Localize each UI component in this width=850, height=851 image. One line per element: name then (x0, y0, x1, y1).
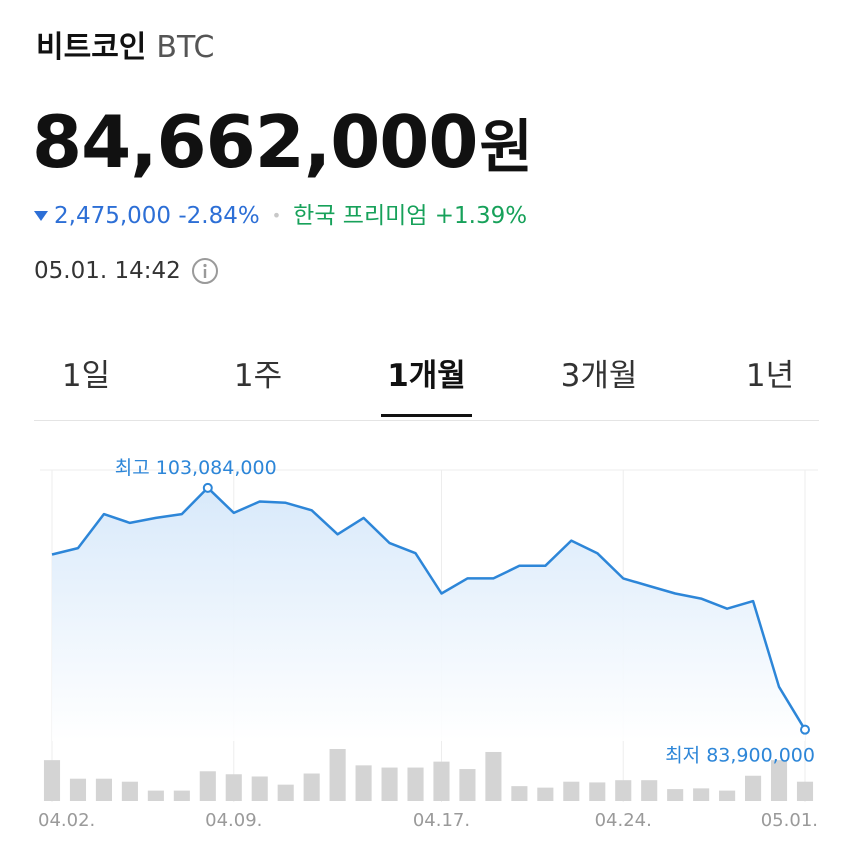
volume-bars (43, 749, 814, 801)
volume-bar (225, 774, 242, 801)
volume-bar (433, 761, 450, 801)
max-label: 최고 103,084,000 (115, 457, 277, 479)
volume-bar (615, 780, 632, 801)
tab-1w[interactable]: 1주 (233, 358, 283, 394)
caret-down-icon (34, 211, 48, 221)
volume-bar (329, 749, 346, 801)
volume-bar (537, 787, 554, 801)
chart-grid (40, 469, 818, 802)
volume-bar (641, 780, 658, 801)
volume-bar (407, 767, 424, 801)
max-point-marker (202, 482, 213, 493)
period-tabs: 1일 1주 1개월 3개월 1년 (34, 340, 819, 421)
korea-premium: 한국 프리미엄 +1.39% (293, 203, 528, 229)
price-chart[interactable]: 최고 103,084,000 최저 83,900,000 04.02. 04.09.… (0, 440, 850, 851)
separator-dot: • (271, 206, 282, 225)
min-label: 최저 83,900,000 (665, 745, 815, 767)
volume-bar (69, 778, 87, 801)
active-tab-indicator (381, 414, 472, 417)
volume-bar (563, 781, 580, 801)
volume-bar (251, 776, 268, 801)
volume-bar (277, 784, 294, 801)
current-price: 84,662,000원 (32, 100, 533, 189)
x-tick-label: 04.24. (595, 810, 652, 831)
volume-bar (796, 781, 814, 801)
min-point-marker (800, 724, 810, 735)
change-row: 2,475,000 -2.84% • 한국 프리미엄 +1.39% (34, 200, 527, 232)
price-change: 2,475,000 -2.84% (54, 203, 260, 229)
volume-bar (355, 765, 372, 801)
volume-bar (459, 769, 476, 801)
x-axis-ticks: 04.02. 04.09. 04.17. 04.24. 05.01. (38, 810, 818, 831)
volume-bar (511, 786, 528, 801)
x-tick-label: 04.09. (205, 810, 262, 831)
volume-bar (121, 781, 138, 801)
timestamp: 05.01. 14:42 (34, 258, 181, 284)
volume-bar (95, 778, 112, 801)
volume-bar (745, 775, 762, 801)
volume-bar (173, 790, 190, 801)
tab-3m[interactable]: 3개월 (560, 358, 638, 394)
volume-bar (693, 788, 710, 801)
tab-1d[interactable]: 1일 (61, 358, 111, 394)
extreme-markers: 최고 103,084,000 최저 83,900,000 (115, 457, 815, 767)
volume-bar (199, 771, 216, 801)
volume-bar (485, 751, 502, 801)
x-tick-label: 04.02. (38, 810, 95, 831)
price-line (51, 486, 807, 731)
asset-name: 비트코인 (36, 30, 147, 65)
volume-bar (719, 790, 736, 801)
price-unit: 원 (479, 113, 532, 181)
volume-bar (147, 790, 164, 801)
volume-bar (770, 760, 788, 801)
volume-bar (589, 782, 606, 801)
x-tick-label: 05.01. (761, 810, 818, 831)
volume-bar (303, 773, 320, 801)
asset-title: 비트코인 BTC (36, 28, 215, 68)
info-circle-icon[interactable] (191, 257, 219, 285)
timestamp-row: 05.01. 14:42 (34, 254, 219, 288)
asset-ticker: BTC (156, 30, 215, 65)
x-tick-label: 04.17. (413, 810, 470, 831)
tab-1m[interactable]: 1개월 (387, 358, 466, 394)
tab-1y[interactable]: 1년 (745, 358, 795, 394)
price-value: 84,662,000 (32, 100, 478, 184)
volume-bar (43, 760, 61, 801)
volume-bar (667, 789, 684, 801)
price-area-fill (52, 487, 805, 741)
volume-bar (381, 767, 398, 801)
